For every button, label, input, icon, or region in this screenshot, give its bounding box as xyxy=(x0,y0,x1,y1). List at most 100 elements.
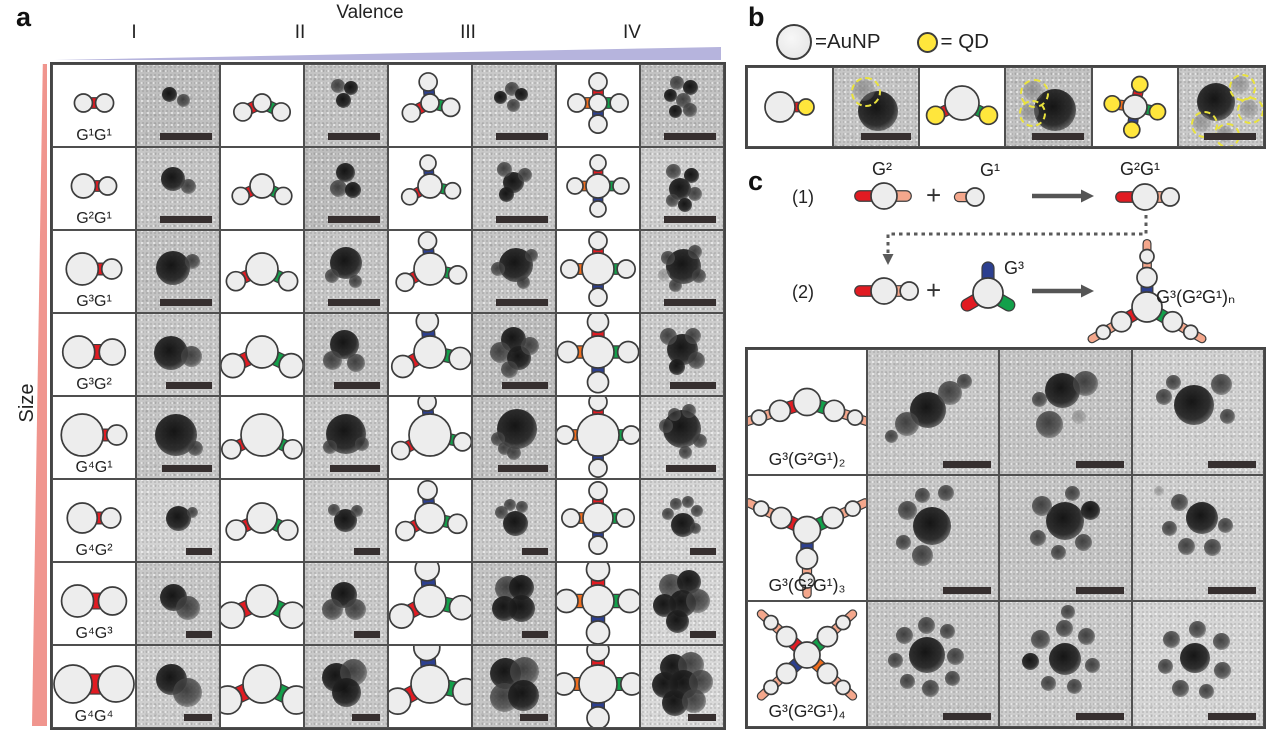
scale-bar xyxy=(1031,133,1084,140)
tem-cell xyxy=(1131,349,1264,475)
tem-cell xyxy=(867,349,1000,475)
tem-particle xyxy=(665,194,679,208)
tem-particle xyxy=(1199,683,1215,699)
schematic-cell: G⁴G¹ xyxy=(52,396,136,479)
panel-c-grid: G³(G²G¹)₂ G³(G²G¹)₃ G³(G²G¹)₄ xyxy=(745,347,1266,729)
reaction-scheme xyxy=(854,182,1207,344)
tem-particle xyxy=(912,544,934,566)
tem-cell xyxy=(999,601,1132,727)
tem-particle xyxy=(940,624,955,640)
row-label: G³(G²G¹)₂ xyxy=(768,449,846,469)
schematic-cell xyxy=(556,147,640,230)
scale-bar xyxy=(352,714,380,721)
schematic-cell xyxy=(556,562,640,645)
g3n-product-label: G³(G²G¹)ₙ xyxy=(1156,287,1236,307)
schematic-cell xyxy=(220,479,304,562)
tem-particle xyxy=(665,609,689,633)
tem-particle xyxy=(494,90,508,104)
tem-particle xyxy=(325,268,340,283)
tem-particle xyxy=(1180,642,1211,673)
scale-bar xyxy=(502,382,548,389)
schematic-cell xyxy=(388,64,472,147)
tem-particle xyxy=(1031,392,1047,408)
tem-cell xyxy=(1177,67,1264,147)
schematic-cell xyxy=(388,230,472,313)
scale-bar xyxy=(496,299,548,306)
tem-particle xyxy=(1189,620,1207,638)
scale-bar xyxy=(160,133,212,140)
scale-bar xyxy=(1075,713,1124,720)
tem-particle xyxy=(899,673,915,689)
tem-cell xyxy=(867,475,1000,601)
tem-particle xyxy=(688,187,703,202)
tem-particle xyxy=(682,403,697,418)
tem-particle xyxy=(1171,493,1189,511)
tem-cell xyxy=(472,479,556,562)
tem-particle xyxy=(669,177,692,200)
tem-particle xyxy=(333,509,357,532)
tem-cell xyxy=(304,313,388,396)
tem-particle xyxy=(1165,374,1181,390)
schematic-cell xyxy=(556,396,640,479)
tem-cell xyxy=(472,396,556,479)
tem-cell xyxy=(136,479,220,562)
tem-particle xyxy=(172,678,202,708)
row-label: G⁴G³ xyxy=(75,625,113,642)
schematic-cell: G³G² xyxy=(52,313,136,396)
tem-particle xyxy=(1032,495,1053,516)
tem-cell xyxy=(640,396,724,479)
scale-bar xyxy=(664,133,716,140)
size-axis-title: Size xyxy=(16,383,38,423)
tem-cell xyxy=(640,313,724,396)
tem-cell xyxy=(1005,67,1092,147)
tem-particle xyxy=(161,166,186,191)
schematic-cell xyxy=(556,230,640,313)
scale-bar xyxy=(1075,587,1124,594)
tem-particle xyxy=(683,103,698,118)
scale-bar xyxy=(943,713,992,720)
scale-bar xyxy=(160,216,212,223)
scale-bar xyxy=(328,299,380,306)
tem-particle xyxy=(331,678,361,708)
tem-cell xyxy=(867,601,1000,727)
tem-cell xyxy=(472,147,556,230)
tem-particle xyxy=(664,89,678,103)
tem-particle xyxy=(517,276,531,290)
tem-particle xyxy=(915,488,931,504)
schematic-cell xyxy=(388,645,472,728)
qd-dashed-outline xyxy=(1018,100,1046,128)
tem-particle xyxy=(895,412,920,437)
g3-reactant-label: G³ xyxy=(1004,258,1024,278)
qd-circle-icon xyxy=(916,31,938,53)
tem-particle xyxy=(354,436,369,451)
schematic-cell xyxy=(388,479,472,562)
valence-tick-III: III xyxy=(460,22,476,43)
tem-particle xyxy=(490,341,512,363)
panel-a-grid: G¹G¹ G²G¹ G³G¹ G³G² G⁴G¹ G⁴G² G⁴G³ G⁴G⁴ xyxy=(50,62,726,730)
tem-particle xyxy=(668,278,682,292)
tem-particle xyxy=(491,262,506,277)
tem-cell xyxy=(136,313,220,396)
g2-reactant-label: G² xyxy=(872,159,892,179)
scale-bar xyxy=(1207,587,1256,594)
schematic-cell xyxy=(388,562,472,645)
tem-particle xyxy=(349,274,363,288)
tem-particle xyxy=(1212,633,1230,651)
tem-particle xyxy=(1185,502,1218,535)
schematic-cell: G⁴G² xyxy=(52,479,136,562)
tem-particle xyxy=(322,440,337,455)
scale-bar xyxy=(688,714,716,721)
tem-particle xyxy=(187,506,199,518)
schematic-cell xyxy=(220,147,304,230)
tem-cell xyxy=(472,230,556,313)
tem-cell xyxy=(304,64,388,147)
tem-particle xyxy=(327,503,340,516)
tem-cell xyxy=(136,645,220,728)
tem-cell xyxy=(304,147,388,230)
tem-particle xyxy=(678,197,693,212)
scale-bar xyxy=(166,382,212,389)
tem-particle xyxy=(908,637,945,674)
tem-particle xyxy=(330,79,345,94)
tem-particle xyxy=(668,105,682,119)
schematic-cell xyxy=(556,313,640,396)
